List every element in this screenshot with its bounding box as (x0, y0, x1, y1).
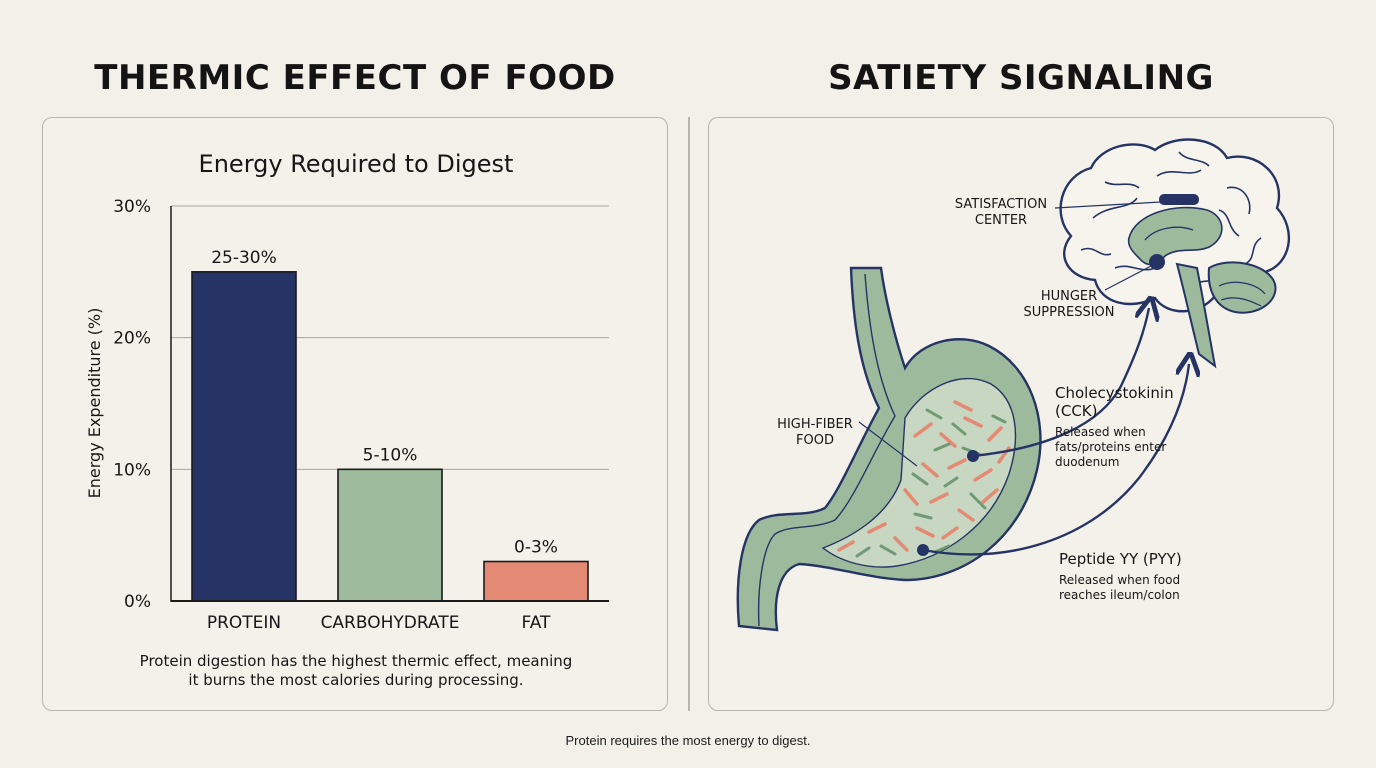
stomach-illustration (736, 266, 1042, 632)
satisfaction-center-label-line-2: CENTER (975, 213, 1027, 228)
cck-release-point (967, 450, 979, 462)
satisfaction-center-label-line-1: SATISFACTION (955, 197, 1047, 212)
bar-protein (191, 271, 297, 602)
bar-data-label: 5-10% (363, 445, 418, 465)
x-category-label: CARBOHYDRATE (321, 613, 460, 633)
cck-name-line-2: (CCK) (1055, 402, 1098, 420)
satiety-signaling-title: SATIETY SIGNALING (828, 58, 1214, 98)
panel-divider (688, 117, 690, 711)
thermic-effect-title: THERMIC EFFECT OF FOOD (94, 58, 616, 98)
chart-bars: 25-30% PROTEIN 5-10% CARBOHYDRATE 0-3% FAT (191, 248, 589, 633)
high-fiber-label-line-2: FOOD (796, 433, 834, 448)
footer-note: Protein requires the most energy to dige… (565, 733, 811, 748)
hunger-suppression-label-line-2: SUPPRESSION (1024, 305, 1115, 320)
brain-illustration (1059, 138, 1291, 369)
y-tick-label: 30% (113, 197, 151, 217)
y-tick-label: 10% (113, 460, 151, 480)
bar-carbohydrate (337, 468, 443, 602)
y-axis-label: Energy Expenditure (%) (85, 308, 104, 499)
pyy-release-point (917, 544, 929, 556)
chart-y-ticks: 0% 10% 20% 30% (113, 197, 151, 612)
x-category-label: FAT (522, 613, 552, 633)
satiety-signaling-panel: SATISFACTION CENTER HUNGER SUPPRESSION (708, 117, 1334, 711)
cck-pathway-arrow (972, 308, 1149, 458)
pyy-name: Peptide YY (PYY) (1059, 550, 1182, 568)
pyy-desc-line-2: reaches ileum/colon (1059, 588, 1180, 602)
hunger-suppression-marker (1149, 254, 1165, 270)
x-category-label: PROTEIN (207, 613, 281, 633)
bar-data-label: 25-30% (211, 248, 277, 268)
cck-desc-line-2: fats/proteins enter (1055, 440, 1166, 454)
chart-caption-line-1: Protein digestion has the highest thermi… (140, 652, 573, 670)
y-tick-label: 20% (113, 329, 151, 349)
cck-name-line-1: Cholecystokinin (1055, 384, 1174, 402)
pyy-pathway-arrow (922, 364, 1189, 556)
y-tick-label: 0% (124, 592, 151, 612)
bar-chart: Energy Required to Digest 0% 10% 20% 30% En… (85, 150, 609, 689)
high-fiber-leader (858, 421, 918, 467)
high-fiber-label-line-1: HIGH-FIBER (777, 417, 853, 432)
cck-desc-line-1: Released when (1055, 425, 1146, 439)
satisfaction-center-marker (1159, 194, 1199, 205)
satiety-diagram: SATISFACTION CENTER HUNGER SUPPRESSION (736, 138, 1291, 632)
chart-caption-line-2: it burns the most calories during proces… (188, 671, 523, 689)
thermic-effect-panel: Energy Required to Digest 0% 10% 20% 30% En… (42, 117, 668, 711)
hunger-suppression-label-line-1: HUNGER (1041, 289, 1097, 304)
chart-title: Energy Required to Digest (199, 150, 514, 178)
hunger-suppression-leader (1104, 265, 1152, 291)
satisfaction-center-leader (1054, 201, 1162, 209)
pyy-desc-line-1: Released when food (1059, 573, 1180, 587)
bar-fat (483, 560, 589, 602)
cck-desc-line-3: duodenum (1055, 455, 1119, 469)
bar-data-label: 0-3% (514, 538, 558, 558)
